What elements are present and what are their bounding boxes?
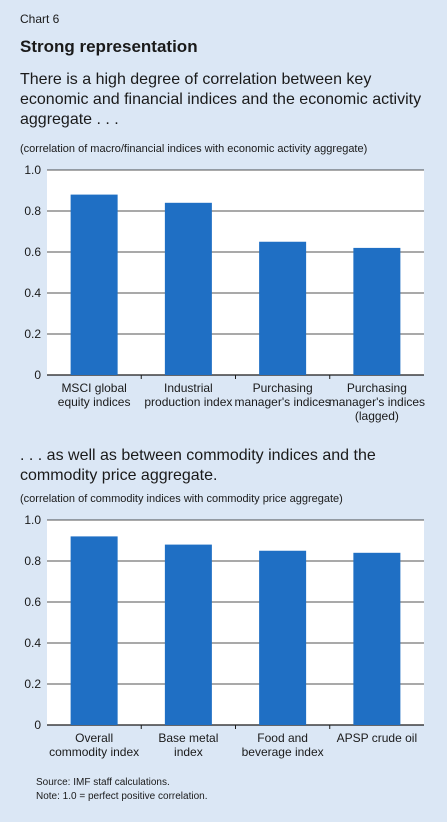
bar-chart-macro-financial: 0 0.2 0.4 0.6 0.8 1.0 MSCI global equity indice… — [24, 163, 425, 423]
bar — [164, 202, 212, 375]
y-tick-label: 0 — [34, 718, 41, 732]
x-category-label: APSP crude oil — [337, 731, 418, 745]
y-tick-label: 0.6 — [24, 595, 41, 609]
bar — [164, 544, 212, 725]
x-category-label: Food and beverage index — [242, 731, 324, 759]
x-category-label: Base metal index — [158, 731, 218, 759]
bar — [259, 550, 307, 725]
subtitle-bottom: . . . as well as between commodity indic… — [20, 447, 376, 484]
correlation-note: Note: 1.0 = perfect positive correlation… — [36, 791, 208, 802]
y-tick-label: 0.4 — [24, 636, 41, 650]
y-tick-label: 0.4 — [24, 286, 41, 300]
chart-title: Strong representation — [20, 37, 198, 56]
x-category-label: Overall commodity index — [49, 731, 139, 759]
bar — [70, 194, 118, 375]
bar — [353, 552, 401, 725]
footnotes: Source: IMF staff calculations. Note: 1.… — [36, 776, 207, 804]
unit-label-bottom: (correlation of commodity indices with c… — [20, 493, 343, 505]
x-category-label: Purchasing manager's indices — [234, 381, 330, 409]
y-tick-label: 1.0 — [24, 163, 41, 177]
subtitle-top: There is a high degree of correlation be… — [20, 71, 422, 128]
bar — [70, 536, 118, 725]
y-tick-label: 0.8 — [24, 204, 41, 218]
y-tick-label: 1.0 — [24, 513, 41, 527]
unit-label-top: (correlation of macro/financial indices … — [20, 143, 368, 155]
bar-chart-commodity: 0 0.2 0.4 0.6 0.8 1.0 Overall commodity index Ba… — [24, 513, 424, 759]
bar — [353, 247, 401, 375]
x-category-label: Purchasing manager's indices (lagged) — [329, 381, 425, 423]
y-tick-label: 0.2 — [24, 677, 41, 691]
y-tick-label: 0.2 — [24, 327, 41, 341]
bar — [259, 241, 307, 375]
x-category-label: MSCI global equity indices — [58, 381, 131, 409]
y-tick-label: 0.8 — [24, 554, 41, 568]
y-tick-label: 0 — [34, 368, 41, 382]
y-tick-label: 0.6 — [24, 245, 41, 259]
x-category-label: Industrial production index — [144, 381, 232, 409]
chart-number-label: Chart 6 — [20, 12, 60, 26]
source-note: Source: IMF staff calculations. — [36, 777, 170, 788]
